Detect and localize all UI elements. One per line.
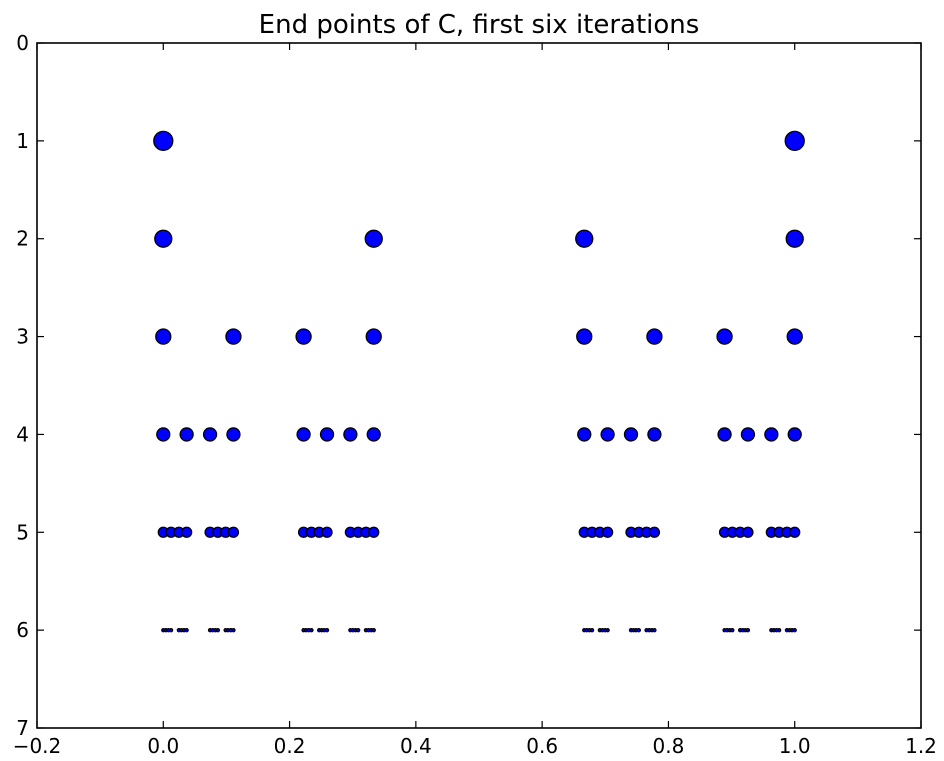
data-point xyxy=(600,427,615,442)
data-point xyxy=(647,427,662,442)
data-point xyxy=(365,328,382,345)
data-point xyxy=(786,328,803,345)
data-point xyxy=(576,328,593,345)
data-points xyxy=(153,130,805,633)
y-tick-label: 7 xyxy=(16,716,29,740)
data-point xyxy=(577,427,592,442)
data-point xyxy=(717,427,732,442)
y-tick-label: 6 xyxy=(16,618,29,642)
data-point xyxy=(215,627,221,633)
data-point xyxy=(784,130,805,152)
x-tick-label: 0.0 xyxy=(147,734,179,758)
data-point xyxy=(646,328,663,345)
data-point xyxy=(231,627,236,633)
data-point xyxy=(321,526,333,538)
x-tick-label: 0.8 xyxy=(653,734,685,758)
y-tick-label: 1 xyxy=(16,129,29,153)
y-tick-label: 4 xyxy=(16,422,29,446)
y-tick-label: 0 xyxy=(16,31,29,55)
data-point xyxy=(636,627,642,633)
y-tick-label: 5 xyxy=(16,520,29,544)
data-point xyxy=(156,427,171,442)
data-point xyxy=(764,427,779,442)
data-point xyxy=(371,627,376,633)
data-point xyxy=(225,328,242,345)
x-tick-label: 0.6 xyxy=(526,734,558,758)
y-tick-label: 3 xyxy=(16,325,29,349)
x-tick-label: −0.2 xyxy=(13,734,62,758)
data-point xyxy=(652,627,657,633)
data-point xyxy=(740,427,756,442)
data-point xyxy=(366,427,381,442)
data-point xyxy=(792,627,797,633)
data-point xyxy=(730,627,735,633)
data-point xyxy=(601,526,614,538)
data-point xyxy=(153,130,174,152)
data-point xyxy=(309,627,314,633)
data-point xyxy=(226,427,241,442)
chart-title: End points of C, first six iterations xyxy=(259,10,700,40)
data-point xyxy=(179,427,194,442)
data-point xyxy=(343,427,358,442)
data-point xyxy=(319,427,335,442)
data-point xyxy=(785,229,804,248)
data-point xyxy=(155,328,172,345)
data-point xyxy=(368,526,380,538)
plot-frame xyxy=(36,42,922,729)
data-point xyxy=(776,627,782,633)
data-point xyxy=(648,526,661,538)
data-point xyxy=(180,526,193,538)
data-point xyxy=(295,328,312,345)
x-tick-label: 1.0 xyxy=(779,734,811,758)
data-point xyxy=(364,229,383,248)
data-point xyxy=(745,627,751,633)
data-point xyxy=(575,229,594,248)
x-tick-label: 0.2 xyxy=(274,734,306,758)
x-tick-label: 0.4 xyxy=(400,734,432,758)
data-point xyxy=(789,526,801,538)
data-point xyxy=(623,427,639,442)
data-point xyxy=(324,627,330,633)
x-tick-label: 1.2 xyxy=(905,734,937,758)
data-point xyxy=(168,627,174,633)
data-point xyxy=(716,328,733,345)
data-point xyxy=(742,526,754,538)
data-point xyxy=(202,427,218,442)
data-point xyxy=(296,427,311,442)
data-point xyxy=(589,627,595,633)
data-point xyxy=(787,427,802,442)
data-point xyxy=(227,526,240,538)
y-tick-label: 2 xyxy=(16,227,29,251)
data-point xyxy=(184,627,189,633)
data-point xyxy=(605,627,610,633)
data-point xyxy=(355,627,361,633)
axis-ticks: −0.2 0.0 0.2 0.4 0.6 0.8 1.0 1.2 0 1 2 3 4 5 6 7 xyxy=(13,31,937,758)
data-point xyxy=(154,229,173,248)
